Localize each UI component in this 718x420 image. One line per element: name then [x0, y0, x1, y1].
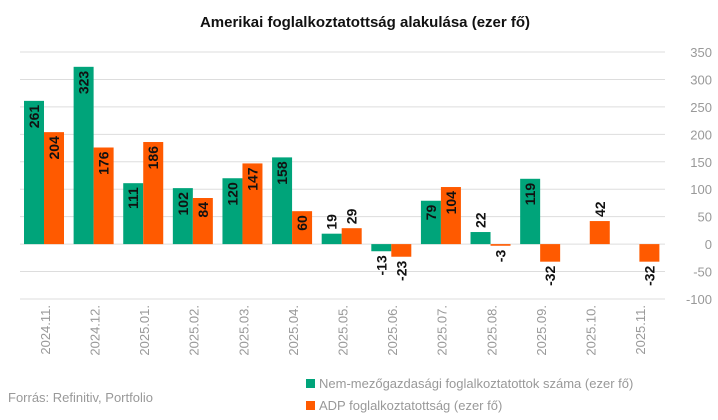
- data-label: 102: [175, 192, 191, 216]
- data-label: -3: [493, 250, 509, 263]
- bar-nfp: [222, 178, 243, 245]
- y-tick-label: -50: [693, 265, 712, 280]
- data-label: 204: [46, 136, 62, 160]
- data-label: -23: [393, 261, 409, 281]
- data-label: 79: [423, 205, 439, 221]
- y-tick-label: 300: [690, 72, 712, 87]
- x-tick-label: 2024.12.: [87, 305, 102, 356]
- data-label: 84: [195, 202, 211, 218]
- bar-adp: [242, 163, 263, 245]
- data-label: 186: [145, 146, 161, 170]
- data-label: 120: [224, 182, 240, 206]
- y-tick-label: 0: [705, 237, 712, 252]
- y-tick-label: 50: [698, 210, 712, 225]
- bar-nfp: [371, 244, 392, 252]
- data-label: 158: [274, 161, 290, 185]
- bar-adp: [490, 244, 511, 246]
- x-tick-label: 2025.01.: [137, 305, 152, 356]
- bar-adp: [44, 132, 64, 245]
- bar-nfp: [123, 183, 144, 245]
- bar-nfp: [73, 66, 94, 245]
- data-label: 261: [26, 105, 42, 129]
- source-note: Forrás: Refinitiv, Portfolio: [8, 390, 153, 405]
- bar-nfp: [520, 178, 541, 245]
- bar-adp: [143, 142, 164, 245]
- y-tick-label: 150: [690, 155, 712, 170]
- legend-label-adp: ADP foglalkoztatottság (ezer fő): [319, 398, 502, 413]
- x-tick-label: 2025.07.: [435, 305, 450, 356]
- bar-adp: [341, 228, 362, 245]
- x-tick-label: 2025.04.: [286, 305, 301, 356]
- y-tick-label: 350: [690, 45, 712, 60]
- bar-adp: [192, 198, 213, 245]
- data-label: 19: [324, 214, 340, 230]
- x-tick-label: 2025.10.: [584, 305, 599, 356]
- data-label: 60: [294, 215, 310, 231]
- bar-nfp: [272, 157, 293, 245]
- bar-adp: [93, 147, 114, 245]
- data-label: 323: [76, 71, 92, 95]
- data-label: 29: [344, 208, 360, 224]
- legend-swatch-adp: [306, 401, 315, 410]
- data-label: -32: [641, 265, 657, 285]
- y-tick-label: 250: [690, 100, 712, 115]
- bar-adp: [639, 244, 660, 262]
- x-tick-label: 2025.02.: [187, 305, 202, 356]
- x-tick-label: 2025.06.: [385, 305, 400, 356]
- chart-title: Amerikai foglalkoztatottság alakulása (e…: [200, 14, 530, 31]
- x-tick-label: 2025.09.: [534, 305, 549, 356]
- data-label: 104: [443, 191, 459, 215]
- y-tick-label: 100: [690, 182, 712, 197]
- legend-label-nfp: Nem-mezőgazdasági foglalkoztatottok szám…: [319, 376, 633, 391]
- bar-nfp: [420, 200, 441, 245]
- data-label: 176: [96, 151, 112, 175]
- bar-adp: [540, 244, 561, 262]
- bar-nfp: [321, 233, 342, 245]
- data-label: -13: [373, 255, 389, 275]
- bar-nfp: [470, 232, 491, 245]
- x-tick-label: 2025.08.: [484, 305, 499, 356]
- data-label: 42: [592, 201, 608, 217]
- bar-adp: [391, 244, 412, 257]
- bar-adp: [292, 211, 313, 245]
- legend-swatch-nfp: [306, 379, 315, 388]
- bar-adp: [440, 187, 461, 245]
- x-tick-label: 2024.11.: [38, 305, 53, 355]
- bar-nfp: [24, 100, 44, 245]
- x-tick-label: 2025.11.: [633, 305, 648, 355]
- data-label: -32: [542, 265, 558, 285]
- bar-nfp: [172, 188, 193, 245]
- x-tick-label: 2025.03.: [236, 305, 251, 356]
- data-label: 147: [244, 167, 260, 191]
- y-tick-label: -100: [686, 292, 712, 307]
- x-tick-label: 2025.05.: [336, 305, 351, 356]
- data-label: 111: [125, 187, 141, 209]
- data-label: 119: [522, 183, 538, 206]
- y-tick-label: 200: [690, 127, 712, 142]
- bar-adp: [589, 221, 610, 245]
- data-label: 22: [473, 212, 489, 228]
